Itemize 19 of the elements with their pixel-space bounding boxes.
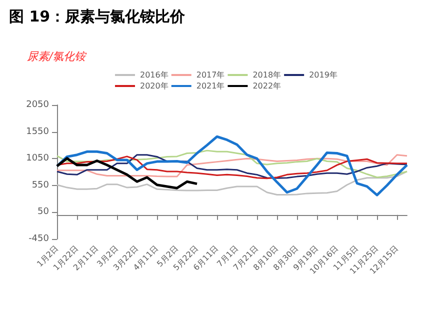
y-tick-label: 1550 xyxy=(26,126,50,137)
y-axis-title: 尿素/氯化铵 xyxy=(27,50,88,63)
chart-title: 图 19：尿素与氯化铵比价 xyxy=(9,8,186,26)
y-tick-label: 50 xyxy=(38,207,50,218)
legend-label: 2021年 xyxy=(196,82,225,90)
legend-label: 2020年 xyxy=(140,82,168,90)
y-tick-label: -450 xyxy=(28,234,50,244)
legend-label: 2022年 xyxy=(252,82,282,90)
legend-label: 2016年 xyxy=(140,70,168,80)
line-series xyxy=(56,150,408,178)
y-tick-label: 2050 xyxy=(26,100,50,110)
y-tick-label: 550 xyxy=(32,180,50,190)
line-series xyxy=(56,157,198,190)
legend-label: 2019年 xyxy=(309,70,338,80)
legend-label: 2018年 xyxy=(252,70,282,80)
line-series xyxy=(56,170,408,196)
y-tick-label: 1050 xyxy=(26,154,50,164)
line-series xyxy=(56,135,408,196)
legend-label: 2017年 xyxy=(196,70,225,80)
